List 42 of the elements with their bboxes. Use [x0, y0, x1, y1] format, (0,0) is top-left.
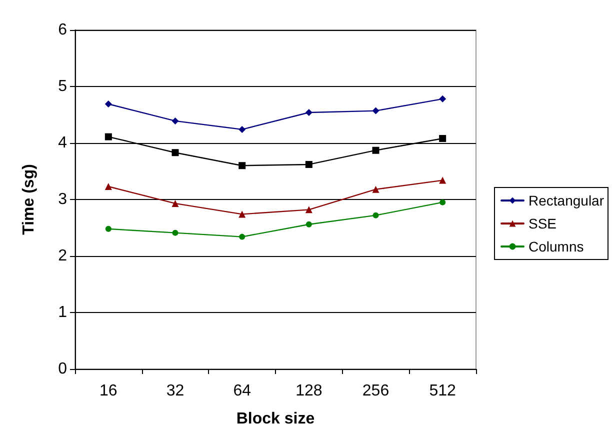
point	[172, 149, 179, 156]
point	[305, 108, 312, 116]
x-tick-label: 128	[296, 382, 322, 400]
y-axis-title: Time (sg)	[20, 164, 38, 235]
x-tick-label: 64	[233, 382, 252, 400]
y-tick-label: 4	[58, 134, 68, 152]
x-tick-label: 256	[362, 382, 390, 400]
point	[306, 221, 312, 228]
point	[305, 206, 312, 214]
point	[372, 146, 380, 154]
y-tick-label: 5	[58, 78, 68, 95]
x-tick-label: 512	[429, 382, 456, 400]
x-tick-label: 32	[166, 382, 184, 400]
point	[372, 107, 380, 114]
legend-label: Rectangular	[528, 192, 604, 208]
y-tick-label: 0	[58, 360, 68, 378]
point	[439, 95, 446, 102]
point	[172, 117, 179, 124]
legend-label: Columns	[528, 238, 584, 254]
point	[104, 133, 112, 140]
y-tick-label: 3	[58, 191, 68, 208]
point	[372, 186, 380, 193]
point	[172, 230, 178, 236]
point	[172, 200, 179, 207]
point	[104, 100, 112, 108]
y-tick-label: 1	[58, 304, 68, 321]
point	[305, 160, 312, 168]
point	[238, 210, 246, 218]
point	[238, 162, 246, 170]
y-tick-label: 2	[58, 248, 68, 264]
x-axis-title: Block size	[236, 410, 315, 428]
point	[104, 183, 112, 190]
point	[439, 134, 446, 142]
x-tick-label: 16	[100, 382, 118, 400]
point	[238, 126, 246, 133]
point	[372, 212, 379, 218]
point	[440, 199, 446, 206]
legend-label: SSE	[528, 216, 557, 232]
y-tick-label: 6	[58, 22, 68, 38]
point	[105, 226, 112, 232]
point	[239, 234, 246, 240]
point	[439, 176, 446, 184]
